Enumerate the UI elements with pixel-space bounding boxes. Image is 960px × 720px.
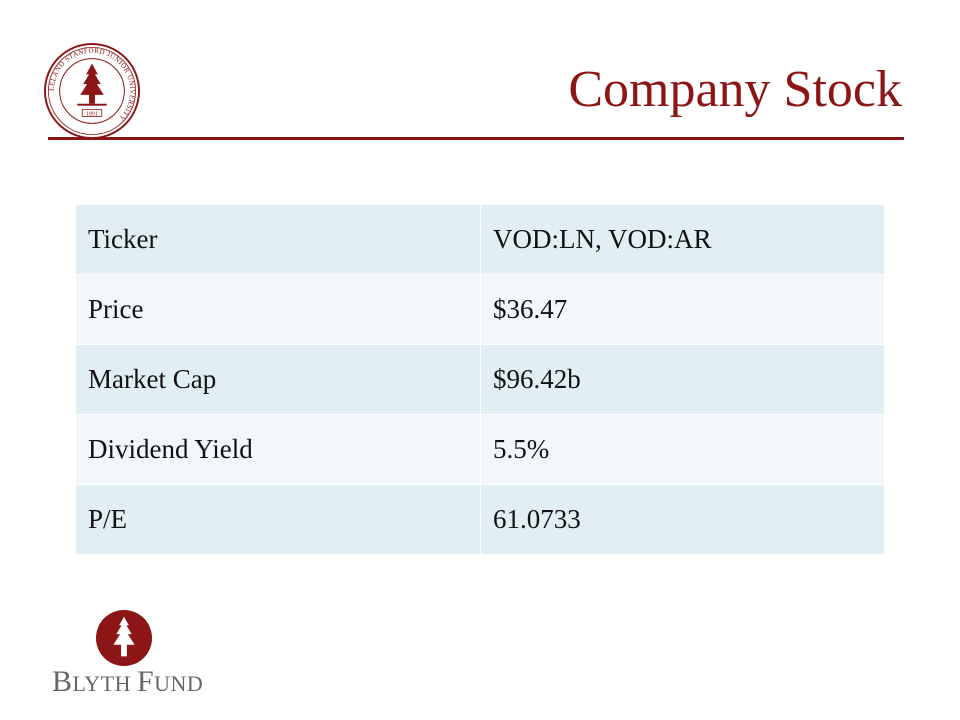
table-row: Dividend Yield 5.5%	[75, 414, 885, 485]
table-row: Market Cap $96.42b	[75, 344, 885, 415]
stock-table: Ticker VOD:LN, VOD:AR Price $36.47 Marke…	[75, 204, 885, 555]
university-seal-icon: LELAND STANFORD JUNIOR UNIVERSITY 1891	[43, 42, 141, 140]
table-cell-label: Dividend Yield	[75, 414, 481, 485]
table-cell-label: Ticker	[75, 204, 481, 275]
table-row: P/E 61.0733	[75, 484, 885, 555]
svg-text:1891: 1891	[86, 112, 98, 118]
table-cell-label: Market Cap	[75, 344, 481, 415]
table-cell-value: $36.47	[480, 274, 885, 345]
page-title: Company Stock	[568, 61, 902, 118]
table-row: Ticker VOD:LN, VOD:AR	[75, 204, 885, 275]
table-cell-label: Price	[75, 274, 481, 345]
table-cell-value: 5.5%	[480, 414, 885, 485]
title-divider	[48, 137, 904, 140]
table-cell-value: $96.42b	[480, 344, 885, 415]
table-cell-label: P/E	[75, 484, 481, 555]
table-cell-value: 61.0733	[480, 484, 885, 555]
redwood-tree-icon	[95, 609, 153, 667]
table-cell-value: VOD:LN, VOD:AR	[480, 204, 885, 275]
fund-logo-wordmark: BLYTH FUND	[52, 665, 204, 698]
table-row: Price $36.47	[75, 274, 885, 345]
